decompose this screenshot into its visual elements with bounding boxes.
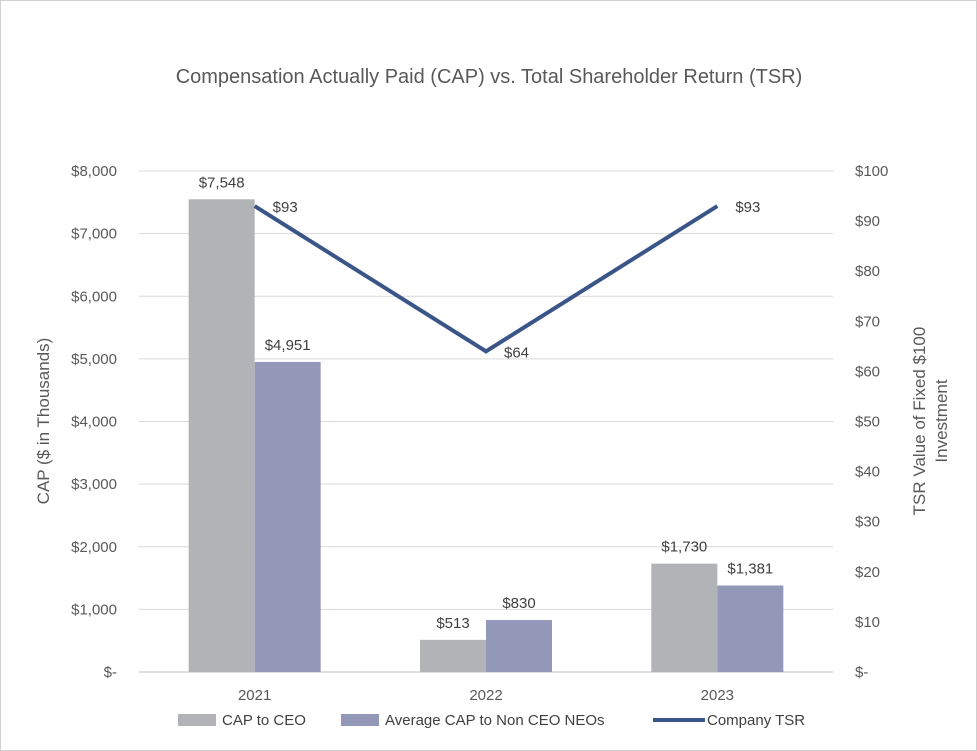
y2-tick-label: $70	[855, 313, 880, 330]
y-tick-label: $-	[104, 664, 117, 681]
y-tick-label: $3,000	[71, 476, 117, 493]
bar-data-label: $830	[502, 595, 535, 612]
axes: $- $1,000 $2,000 $3,000 $4,000 $5,000 $6,000 $7…	[34, 163, 951, 704]
bar-cap-ceo-2023[interactable]	[651, 563, 718, 672]
bar-cap-neo-2023[interactable]	[717, 585, 784, 672]
tsr-data-label: $93	[273, 199, 298, 216]
y2-axis-title-line: Investment	[932, 379, 951, 462]
bar-data-label: $4,951	[265, 337, 311, 354]
legend-label[interactable]: Company TSR	[707, 712, 805, 729]
bars	[188, 199, 784, 672]
legend-label[interactable]: CAP to CEO	[222, 712, 306, 729]
tsr-data-label: $64	[504, 344, 529, 361]
y-tick-label: $5,000	[71, 351, 117, 368]
y-tick-label: $1,000	[71, 601, 117, 618]
bar-data-label: $7,548	[199, 174, 245, 191]
y2-tick-label: $80	[855, 263, 880, 280]
legend-swatch	[178, 714, 216, 726]
y2-axis-title-line: TSR Value of Fixed $100	[910, 327, 929, 516]
tsr-line-path[interactable]	[253, 204, 719, 354]
y2-tick-label: $90	[855, 213, 880, 230]
y2-tick-label: $10	[855, 614, 880, 631]
y-tick-label: $7,000	[71, 226, 117, 243]
y2-tick-label: $20	[855, 564, 880, 581]
x-tick-label: 2021	[238, 687, 271, 704]
y-tick-label: $8,000	[71, 163, 117, 180]
chart-title: Compensation Actually Paid (CAP) vs. Tot…	[176, 66, 803, 88]
tsr-data-label: $93	[735, 199, 760, 216]
y2-tick-label: $100	[855, 163, 888, 180]
y-tick-label: $6,000	[71, 288, 117, 305]
legend-label[interactable]: Average CAP to Non CEO NEOs	[385, 712, 605, 729]
tsr-line	[253, 204, 719, 354]
bar-cap-ceo-2021[interactable]	[188, 199, 255, 672]
bar-data-label: $1,381	[727, 561, 773, 578]
data-labels: $7,548 $513 $1,730 $4,951 $830 $1,381 $93 $64 $9…	[199, 174, 774, 632]
y2-tick-label: $50	[855, 414, 880, 431]
bar-cap-neo-2022[interactable]	[486, 620, 552, 672]
y2-tick-label: $60	[855, 363, 880, 380]
y2-axis-title: TSR Value of Fixed $100 Investment	[910, 327, 951, 516]
bar-cap-neo-2021[interactable]	[254, 361, 321, 672]
y2-tick-label: $30	[855, 514, 880, 531]
y2-tick-label: $40	[855, 464, 880, 481]
bar-data-label: $513	[436, 615, 469, 632]
bar-data-label: $1,730	[661, 539, 707, 556]
x-tick-label: 2023	[701, 687, 734, 704]
y-tick-label: $4,000	[71, 414, 117, 431]
legend[interactable]: CAP to CEO Average CAP to Non CEO NEOs Com…	[178, 712, 805, 729]
y-tick-label: $2,000	[71, 539, 117, 556]
legend-swatch	[341, 714, 379, 726]
y-axis-title: CAP ($ in Thousands)	[34, 338, 53, 505]
x-tick-label: 2022	[469, 687, 502, 704]
y2-tick-label: $-	[855, 664, 868, 681]
bar-cap-ceo-2022[interactable]	[420, 639, 486, 672]
